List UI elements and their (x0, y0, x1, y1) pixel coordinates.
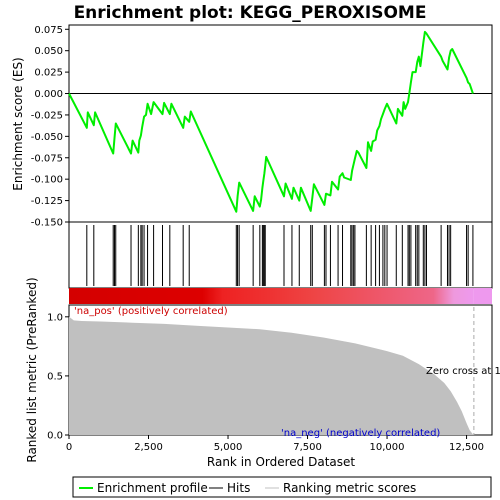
es-y-tick-label: -0.050 (31, 132, 63, 143)
es-panel-frame (68, 24, 493, 223)
metric-panel: 0.0 0.5 1.0 0 2,500 5,000 7,500 10,000 12,500 '… (25, 277, 500, 469)
color-bar-positive (69, 288, 474, 304)
es-y-tick-label: -0.025 (31, 110, 63, 121)
es-panel: -0.150 -0.125 -0.100 -0.075 -0.050 -0.025 0.00… (11, 24, 493, 229)
es-series-line (68, 30, 474, 213)
es-y-tick-label: 0.025 (34, 68, 63, 79)
es-y-tick-label: -0.125 (31, 196, 63, 207)
x-tick-label: 2,500 (134, 442, 163, 453)
es-y-tick-label: -0.100 (31, 175, 63, 186)
metric-y-axis-label: Ranked list metric (PreRanked) (25, 277, 39, 462)
legend-label-enrichment: Enrichment profile (97, 481, 208, 495)
chart-title: Enrichment plot: KEGG_PEROXISOME (74, 3, 427, 23)
es-y-tick-label: 0.050 (34, 46, 63, 57)
metric-y-axis: 0.0 0.5 1.0 (47, 312, 69, 442)
pos-label: 'na_pos' (positively correlated) (74, 306, 228, 317)
legend-box (72, 476, 492, 498)
hits-panel-frame (68, 221, 493, 289)
metric-y-tick-label: 1.0 (47, 312, 63, 323)
x-tick-label: 10,000 (370, 442, 405, 453)
x-tick-label: 7,500 (293, 442, 322, 453)
es-y-tick-label: -0.075 (31, 153, 63, 164)
metric-y-tick-label: 0.5 (47, 371, 63, 382)
es-y-tick-label: -0.150 (31, 218, 63, 229)
x-axis: 0 2,500 5,000 7,500 10,000 12,500 (66, 435, 484, 453)
es-y-tick-label: 0.000 (34, 89, 63, 100)
zero-cross-label: Zero cross at 12730 (426, 366, 500, 377)
legend-label-metric: Ranking metric scores (283, 481, 416, 495)
legend-label-hits: Hits (227, 481, 250, 495)
es-y-axis-label: Enrichment score (ES) (11, 57, 25, 190)
x-tick-label: 0 (66, 442, 72, 453)
metric-y-tick-label: 0.0 (47, 431, 63, 442)
hits-panel (68, 221, 493, 289)
hits-group (86, 225, 474, 286)
es-y-tick-label: 0.075 (34, 25, 63, 36)
es-curve-group (68, 30, 474, 213)
x-axis-label: Rank in Ordered Dataset (207, 455, 355, 469)
metric-area (69, 316, 474, 435)
metric-area-group (69, 307, 475, 435)
es-y-axis: -0.150 -0.125 -0.100 -0.075 -0.050 -0.025 0.00… (31, 25, 69, 229)
legend: Enrichment profile Hits Ranking metric s… (72, 476, 492, 498)
rank-color-bar (69, 288, 492, 304)
x-tick-label: 5,000 (214, 442, 243, 453)
neg-label: 'na_neg' (negatively correlated) (281, 428, 440, 439)
x-tick-label: 12,500 (449, 442, 484, 453)
color-bar-negative (473, 288, 492, 304)
